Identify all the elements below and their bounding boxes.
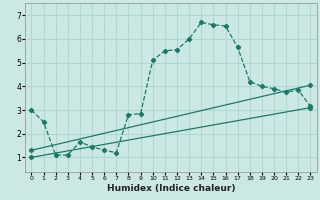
X-axis label: Humidex (Indice chaleur): Humidex (Indice chaleur) — [107, 184, 235, 193]
